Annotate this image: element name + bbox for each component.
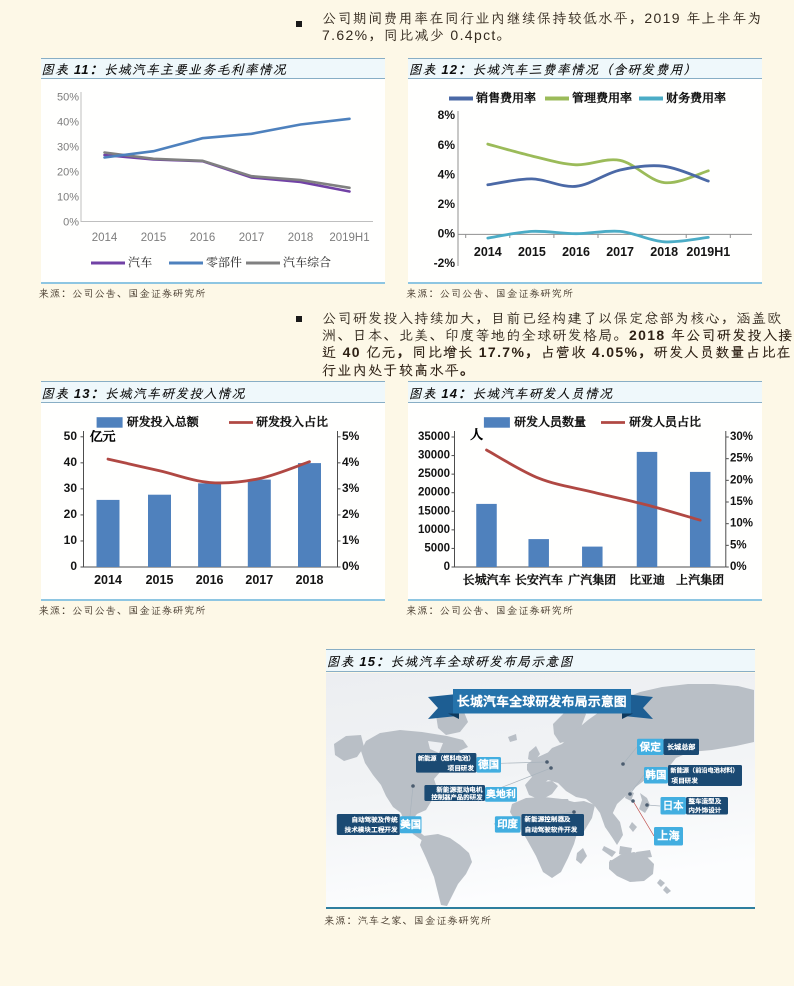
svg-text:0%: 0%: [438, 227, 456, 241]
svg-text:2018: 2018: [295, 573, 323, 587]
svg-text:2014: 2014: [91, 232, 117, 244]
svg-text:2017: 2017: [245, 573, 273, 587]
svg-text:2014: 2014: [474, 245, 502, 259]
svg-text:研发人员占比: 研发人员占比: [629, 416, 702, 430]
svg-text:项目研发: 项目研发: [447, 765, 475, 773]
svg-text:10000: 10000: [418, 524, 450, 536]
svg-text:项目研发: 项目研发: [671, 777, 699, 785]
svg-text:韩国: 韩国: [646, 768, 667, 781]
svg-text:长城总部: 长城总部: [667, 742, 697, 751]
svg-text:日本: 日本: [663, 799, 684, 812]
svg-text:新能源（燃料电池）: 新能源（燃料电池）: [417, 754, 475, 762]
svg-text:2016: 2016: [195, 573, 223, 587]
svg-text:管理费用率: 管理费用率: [572, 91, 632, 105]
svg-text:20%: 20%: [730, 475, 753, 487]
svg-text:新能源驱动电机: 新能源驱动电机: [435, 785, 483, 794]
svg-text:5%: 5%: [730, 540, 747, 552]
svg-text:6%: 6%: [438, 138, 456, 152]
svg-text:4%: 4%: [438, 167, 456, 181]
svg-text:财务费用率: 财务费用率: [666, 91, 726, 105]
svg-text:比亚迪: 比亚迪: [629, 573, 665, 587]
svg-text:-2%: -2%: [434, 256, 456, 270]
svg-text:2015: 2015: [145, 573, 173, 587]
svg-text:整车造型及: 整车造型及: [688, 796, 723, 805]
svg-text:2019H1: 2019H1: [329, 232, 369, 244]
svg-text:新能源控制器及: 新能源控制器及: [524, 815, 573, 824]
svg-text:人: 人: [469, 427, 484, 442]
svg-text:研发人员数量: 研发人员数量: [514, 416, 587, 430]
svg-text:8%: 8%: [438, 108, 456, 122]
svg-text:保定: 保定: [640, 740, 661, 753]
svg-text:德国: 德国: [478, 758, 499, 771]
svg-text:5000: 5000: [424, 543, 450, 555]
svg-text:新能源（前沿电池材料）: 新能源（前沿电池材料）: [670, 766, 739, 774]
svg-text:研发投入总额: 研发投入总额: [126, 416, 199, 430]
svg-text:亿元: 亿元: [88, 429, 115, 444]
svg-text:0: 0: [444, 562, 450, 574]
svg-text:20%: 20%: [56, 166, 78, 178]
svg-text:15%: 15%: [730, 497, 753, 509]
svg-text:50: 50: [63, 429, 77, 443]
svg-text:2019H1: 2019H1: [686, 245, 730, 259]
svg-text:长城汽车全球研发布局示意图: 长城汽车全球研发布局示意图: [457, 694, 627, 709]
svg-text:20: 20: [63, 508, 77, 522]
svg-text:15000: 15000: [418, 506, 450, 518]
svg-text:零部件: 零部件: [206, 256, 242, 270]
svg-text:美国: 美国: [399, 818, 421, 831]
svg-text:0%: 0%: [63, 216, 79, 228]
svg-text:2014: 2014: [94, 573, 122, 587]
svg-text:50%: 50%: [56, 91, 78, 103]
svg-text:长安汽车: 长安汽车: [515, 573, 564, 587]
svg-text:2016: 2016: [189, 232, 215, 244]
svg-text:研发投入占比: 研发投入占比: [256, 416, 329, 430]
svg-text:30000: 30000: [418, 450, 450, 462]
svg-text:0%: 0%: [730, 562, 747, 574]
svg-text:20000: 20000: [418, 487, 450, 499]
svg-text:40: 40: [63, 455, 77, 469]
svg-text:2%: 2%: [342, 508, 360, 522]
svg-text:技术模块工程开发: 技术模块工程开发: [344, 825, 398, 834]
svg-text:2018: 2018: [287, 232, 313, 244]
svg-text:25000: 25000: [418, 469, 450, 481]
svg-text:2017: 2017: [238, 232, 264, 244]
svg-text:广汽集团: 广汽集团: [567, 573, 616, 587]
svg-text:1%: 1%: [342, 534, 360, 548]
svg-text:上汽集团: 上汽集团: [675, 573, 724, 587]
svg-text:30: 30: [63, 482, 77, 496]
svg-text:2017: 2017: [606, 245, 634, 259]
svg-text:自动驾驶软件开发: 自动驾驶软件开发: [525, 825, 578, 834]
svg-text:10%: 10%: [730, 518, 753, 530]
svg-text:35000: 35000: [418, 432, 450, 444]
svg-text:自动驾驶及传统: 自动驾驶及传统: [351, 815, 398, 824]
svg-text:长城汽车: 长城汽车: [462, 573, 511, 587]
svg-text:控制器产品的研发: 控制器产品的研发: [431, 794, 483, 802]
svg-text:2%: 2%: [438, 197, 456, 211]
svg-text:0%: 0%: [342, 560, 360, 574]
svg-text:印度: 印度: [497, 818, 518, 831]
svg-text:汽车: 汽车: [128, 256, 152, 270]
svg-text:30%: 30%: [730, 432, 753, 444]
svg-text:25%: 25%: [730, 453, 753, 465]
svg-text:10: 10: [63, 534, 77, 548]
svg-text:内外饰设计: 内外饰设计: [689, 806, 722, 815]
svg-text:销售费用率: 销售费用率: [475, 91, 536, 105]
svg-text:0: 0: [70, 560, 77, 574]
svg-text:奥地利: 奥地利: [486, 789, 516, 801]
svg-text:4%: 4%: [342, 455, 360, 469]
svg-text:上海: 上海: [658, 830, 680, 843]
svg-text:2016: 2016: [562, 245, 590, 259]
svg-text:2015: 2015: [140, 232, 166, 244]
svg-text:30%: 30%: [56, 141, 78, 153]
svg-text:汽车综合: 汽车综合: [283, 256, 332, 270]
svg-text:40%: 40%: [56, 116, 78, 128]
svg-text:10%: 10%: [56, 191, 78, 203]
svg-text:3%: 3%: [342, 482, 360, 496]
svg-text:2015: 2015: [518, 245, 546, 259]
svg-text:2018: 2018: [650, 245, 678, 259]
svg-text:5%: 5%: [342, 429, 360, 443]
